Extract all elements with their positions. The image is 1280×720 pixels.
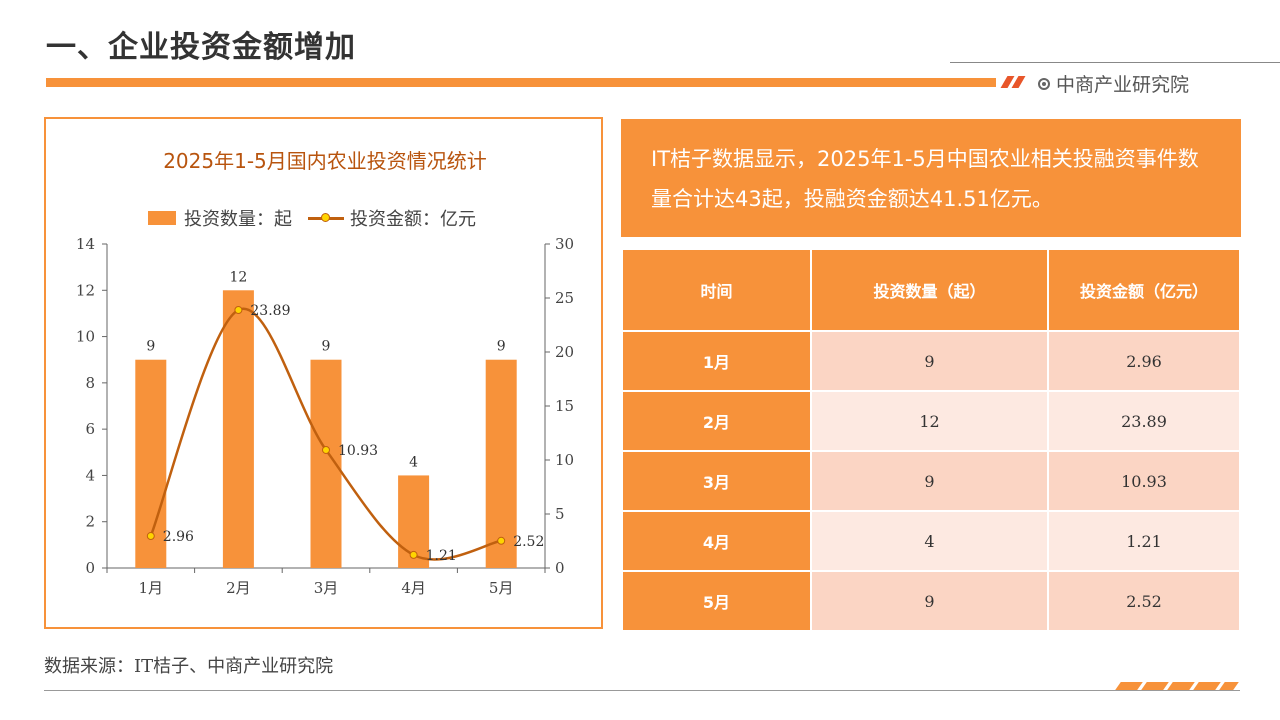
line-point (234, 305, 243, 314)
line-data-label: 2.96 (163, 529, 194, 545)
x-tick-label: 2月 (226, 579, 251, 597)
footer-deco-stripe (1219, 682, 1239, 690)
footer-deco-stripe (1193, 682, 1221, 690)
y-left-tick-label: 2 (85, 513, 95, 531)
line-point (146, 532, 155, 541)
table-cell-count: 12 (810, 390, 1049, 452)
bar-data-label: 9 (497, 339, 506, 355)
title-underline-bar (46, 78, 996, 87)
table-cell-count: 9 (810, 570, 1049, 632)
y-right-tick-label: 15 (555, 397, 574, 415)
table-header-amount: 投资金额（亿元） (1047, 248, 1241, 332)
table-row: 2月 12 23.89 (621, 390, 1241, 452)
bar-data-label: 9 (322, 339, 331, 355)
line-data-label: 1.21 (426, 548, 457, 564)
line-point (322, 445, 330, 454)
table-cell-amount: 2.96 (1047, 330, 1241, 392)
x-tick-label: 1月 (139, 579, 164, 597)
bar-data-label: 4 (409, 454, 418, 470)
table-header-time: 时间 (621, 248, 812, 332)
y-right-tick-label: 25 (555, 289, 574, 307)
bar-data-label: 9 (146, 339, 155, 355)
table-cell-month: 1月 (621, 330, 812, 392)
y-left-tick-label: 0 (85, 559, 95, 577)
y-right-tick-label: 0 (555, 559, 565, 577)
line-point (409, 550, 418, 559)
legend-line-swatch (308, 212, 344, 222)
legend-bar-label: 投资数量：起 (184, 209, 292, 230)
brand-logo-icon (1038, 77, 1050, 90)
legend-line-label: 投资金额：亿元 (350, 209, 476, 230)
line-series-amount (149, 307, 502, 561)
bar (222, 290, 254, 568)
x-tick-label: 4月 (401, 579, 426, 597)
line-data-label: 2.52 (513, 534, 544, 550)
y-left-tick-label: 14 (76, 235, 95, 253)
chart-frame (44, 117, 603, 629)
table-cell-amount: 10.93 (1047, 450, 1241, 512)
table-cell-month: 2月 (621, 390, 812, 452)
x-tick-label: 5月 (489, 579, 514, 597)
y-left-tick-label: 10 (76, 328, 95, 346)
table-row: 4月 4 1.21 (621, 510, 1241, 572)
line-data-label: 10.93 (338, 443, 378, 459)
y-right-tick-label: 20 (555, 343, 574, 361)
y-right-tick-label: 10 (555, 451, 574, 469)
footer-deco-stripe (1167, 682, 1195, 690)
y-right-tick-label: 30 (555, 235, 574, 253)
y-left-tick-label: 8 (85, 374, 95, 392)
x-tick-label: 3月 (314, 579, 339, 597)
table-header-row: 时间 投资数量（起） 投资金额（亿元） (621, 248, 1241, 332)
table-row: 1月 9 2.96 (621, 330, 1241, 392)
chart-legend: 投资数量：起 投资金额：亿元 (148, 205, 476, 231)
combo-chart: 0 2 4 6 8 10 12 14 0 5 10 15 20 25 30 1月 9 2月 12 3月 9 4月 4 5月 9 2… (76, 235, 574, 597)
summary-box: IT桔子数据显示，2025年1-5月中国农业相关投融资事件数量合计达43起，投融… (621, 119, 1241, 237)
table-cell-month: 3月 (621, 450, 812, 512)
footer-deco-stripe (1141, 682, 1169, 690)
table-cell-count: 9 (810, 330, 1049, 392)
y-left-tick-label: 4 (85, 466, 95, 484)
table-cell-amount: 2.52 (1047, 570, 1241, 632)
legend-bar-swatch (148, 211, 176, 225)
brand-name: 中商产业研究院 (1056, 74, 1190, 96)
source-note: 数据来源：IT桔子、中商产业研究院 (44, 656, 334, 677)
bar-data-label: 12 (229, 269, 247, 285)
table-cell-amount: 1.21 (1047, 510, 1241, 572)
table-cell-amount: 23.89 (1047, 390, 1241, 452)
header-divider (950, 62, 1280, 63)
line-data-label: 23.89 (250, 303, 290, 319)
brand: 中商产业研究院 (1038, 70, 1189, 97)
summary-text: IT桔子数据显示，2025年1-5月中国农业相关投融资事件数量合计达43起，投融… (651, 147, 1199, 211)
table-cell-count: 9 (810, 450, 1049, 512)
page-title: 一、企业投资金额增加 (46, 30, 356, 65)
footer-deco-stripe (1115, 682, 1143, 690)
y-left-tick-label: 12 (76, 281, 95, 299)
table-cell-month: 5月 (621, 570, 812, 632)
y-right-tick-label: 5 (555, 505, 565, 523)
header-deco-slash (1011, 76, 1026, 88)
chart-title: 2025年1-5月国内农业投资情况统计 (163, 149, 487, 173)
table-row: 5月 9 2.52 (621, 570, 1241, 632)
line-point (497, 536, 506, 545)
data-table: 时间 投资数量（起） 投资金额（亿元） 1月 9 2.96 2月 12 23.8… (621, 248, 1241, 632)
table-cell-count: 4 (810, 510, 1049, 572)
y-left-tick-label: 6 (85, 420, 95, 438)
table-cell-month: 4月 (621, 510, 812, 572)
table-header-count: 投资数量（起） (810, 248, 1049, 332)
bar (485, 359, 517, 568)
table-row: 3月 9 10.93 (621, 450, 1241, 512)
footer-divider (44, 690, 1240, 691)
